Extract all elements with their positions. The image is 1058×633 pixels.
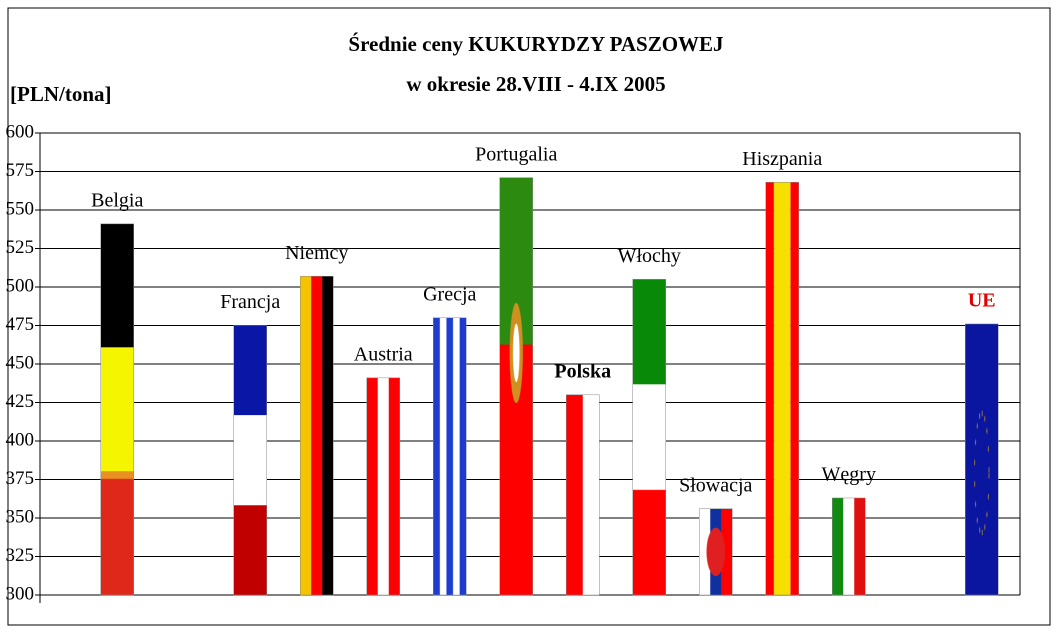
- y-tick-label: 300: [6, 583, 35, 604]
- chart-title: Średnie ceny KUKURYDZY PASZOWEJ: [348, 32, 723, 56]
- bar-label: Belgia: [91, 189, 143, 211]
- y-tick-label: 525: [6, 237, 35, 258]
- bar-label: Węgry: [822, 464, 876, 486]
- bar: [100, 223, 134, 596]
- bar: [765, 182, 799, 596]
- y-axis-label: [PLN/tona]: [10, 82, 112, 106]
- bar: [632, 279, 666, 596]
- y-tick-label: 550: [6, 198, 35, 219]
- bar-label: Polska: [554, 360, 611, 382]
- y-tick-label: 600: [6, 121, 35, 142]
- bar: [433, 317, 467, 596]
- y-tick-label: 425: [6, 391, 35, 412]
- bar: [566, 394, 600, 596]
- bar: [965, 323, 999, 596]
- bar-label: Grecja: [423, 283, 476, 305]
- bar-label: Hiszpania: [742, 148, 822, 170]
- bar: [832, 497, 866, 596]
- y-tick-label: 325: [6, 545, 35, 566]
- chart-subtitle: w okresie 28.VIII - 4.IX 2005: [406, 72, 665, 96]
- bar-label: Włochy: [618, 245, 681, 267]
- y-tick-label: 450: [6, 352, 35, 373]
- bar-label: UE: [968, 290, 996, 312]
- bar-label: Francja: [220, 291, 280, 313]
- y-tick-label: 375: [6, 468, 35, 489]
- y-tick-label: 475: [6, 314, 35, 335]
- bar: [699, 508, 733, 596]
- bar-label: Portugalia: [475, 143, 557, 165]
- bar: [300, 275, 334, 596]
- bar-label: Austria: [354, 343, 413, 365]
- y-tick-label: 500: [6, 275, 35, 296]
- bar: [233, 325, 267, 596]
- y-tick-label: 575: [6, 160, 35, 181]
- bar: [499, 177, 533, 596]
- y-tick-label: 400: [6, 429, 35, 450]
- bar: [366, 377, 400, 596]
- bar-label: Słowacja: [679, 474, 752, 496]
- y-tick-label: 350: [6, 506, 35, 527]
- bar-label: Niemcy: [285, 242, 348, 264]
